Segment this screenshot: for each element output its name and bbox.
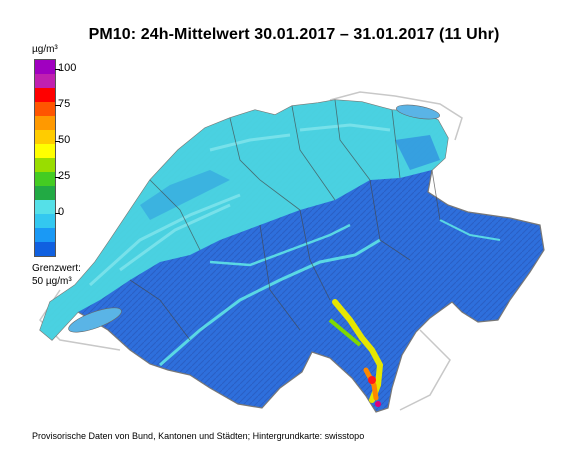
legend-swatch xyxy=(35,60,55,74)
legend-swatch xyxy=(35,172,55,186)
relief-streak xyxy=(88,123,391,287)
limit-label-line2: 50 µg/m³ xyxy=(32,276,72,287)
ticino-hotspot-red xyxy=(375,401,381,407)
region-cyan xyxy=(40,100,448,340)
legend-tick-100: 100 xyxy=(54,62,77,74)
relief-dark xyxy=(395,135,440,170)
valley xyxy=(209,223,351,267)
legend-tick-25: 25 xyxy=(54,170,71,182)
legend-color-bar xyxy=(34,59,56,257)
ticino-hotspot-orange xyxy=(363,367,379,401)
legend-unit: µg/m³ xyxy=(32,44,58,55)
legend-swatch xyxy=(35,186,55,200)
legend-swatch xyxy=(35,214,55,228)
canton-border xyxy=(129,99,441,341)
lake-geneva xyxy=(68,307,122,333)
legend-swatch xyxy=(35,130,55,144)
legend-swatch xyxy=(35,158,55,172)
ticino-valley-green xyxy=(328,318,362,347)
relief-dark xyxy=(140,170,230,220)
legend-swatch xyxy=(35,144,55,158)
ticino-valley-yellow xyxy=(332,299,384,403)
legend-tick-75: 75 xyxy=(54,98,71,110)
neighbour-border xyxy=(399,329,451,411)
lake-constance xyxy=(396,104,440,120)
legend-swatch xyxy=(35,74,55,88)
valley xyxy=(159,238,381,367)
ticino-hotspot-red xyxy=(368,376,376,384)
legend-swatch xyxy=(35,102,55,116)
legend-tick-50: 50 xyxy=(54,134,71,146)
legend-swatch xyxy=(35,242,55,256)
legend-swatch xyxy=(35,116,55,130)
legend-swatch xyxy=(35,228,55,242)
source-footer: Provisorische Daten von Bund, Kantonen u… xyxy=(32,431,365,441)
limit-label-line1: Grenzwert: xyxy=(32,263,81,274)
map-title: PM10: 24h-Mittelwert 30.01.2017 – 31.01.… xyxy=(88,26,500,43)
limit-value-label: Grenzwert: 50 µg/m³ xyxy=(32,262,112,288)
legend-swatch xyxy=(35,200,55,214)
legend-swatch xyxy=(35,88,55,102)
neighbour-border xyxy=(329,91,463,141)
legend-tick-0: 0 xyxy=(54,206,65,218)
valley xyxy=(439,219,501,241)
